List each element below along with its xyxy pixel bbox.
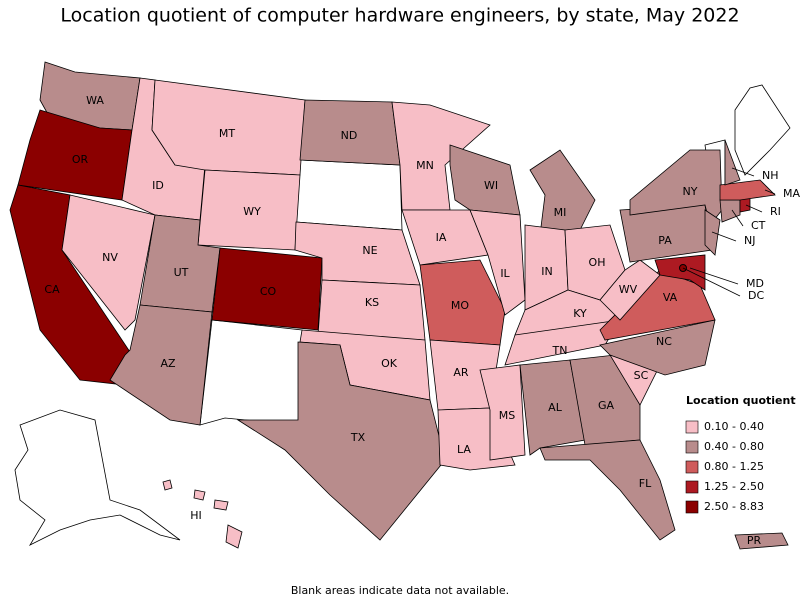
state-label: GA — [598, 399, 615, 412]
state-label: MT — [219, 127, 235, 140]
state-label: OK — [381, 357, 398, 370]
legend-swatch — [685, 480, 699, 494]
state — [469, 209, 526, 316]
state-label: CA — [44, 283, 60, 296]
state-label: FL — [639, 477, 652, 490]
leader-line — [731, 167, 755, 177]
state-label: WY — [243, 205, 261, 218]
legend-label: 0.10 - 0.40 — [704, 420, 764, 433]
state — [519, 359, 586, 456]
state-label: AL — [548, 401, 563, 414]
state-label: RI — [770, 205, 781, 218]
state — [719, 199, 741, 223]
state — [734, 84, 791, 176]
state-label: NV — [102, 251, 118, 264]
state-label: LA — [457, 443, 471, 456]
state-label: SC — [634, 369, 649, 382]
state-label: NE — [362, 244, 377, 257]
state — [236, 341, 446, 541]
state-label: MN — [416, 159, 434, 172]
state — [734, 532, 789, 550]
state — [719, 179, 776, 201]
legend-swatch — [685, 440, 699, 454]
state — [539, 439, 676, 541]
state-label: MD — [746, 277, 764, 290]
state-label: MS — [499, 409, 515, 422]
state-label: PA — [658, 234, 672, 247]
leader-line — [745, 204, 763, 213]
state-label: MA — [783, 187, 800, 200]
legend-swatch — [685, 420, 699, 434]
legend-label: 2.50 - 8.83 — [704, 500, 764, 513]
state-label: IN — [541, 265, 552, 278]
leader-line — [711, 231, 737, 242]
state-label: MO — [451, 299, 469, 312]
state-label: TX — [350, 431, 366, 444]
state-label: HI — [190, 509, 202, 522]
state — [162, 479, 173, 491]
state — [199, 319, 303, 426]
legend-label: 0.40 - 0.80 — [704, 440, 764, 453]
legend-swatch — [685, 500, 699, 514]
state-label: AZ — [160, 357, 176, 370]
state-label: NY — [683, 185, 698, 198]
state-label: WA — [86, 94, 104, 107]
state-label: NC — [656, 335, 672, 348]
map-title: Location quotient of computer hardware e… — [60, 5, 739, 27]
leader-line — [689, 267, 739, 285]
state-label: TN — [552, 344, 568, 357]
state — [14, 409, 181, 546]
state-label: OH — [589, 256, 606, 269]
state-label: MI — [554, 206, 567, 219]
legend-label: 1.25 - 2.50 — [704, 480, 764, 493]
state-label: ND — [341, 129, 358, 142]
state-label: KS — [365, 296, 379, 309]
no-data-states — [14, 84, 791, 546]
states: WA OR CA NV ID MT WY UT CO AZ ND NE KS OK TX MN IA MO AR LA… — [9, 61, 800, 550]
legend: 0.10 - 0.40 0.40 - 0.80 0.80 - 1.25 1.25 - … — [685, 420, 764, 514]
state-label: NJ — [744, 234, 755, 247]
legend-title: Location quotient — [686, 394, 796, 407]
state — [225, 524, 243, 549]
leader-line — [731, 209, 744, 227]
leader-line — [682, 267, 741, 297]
legend-swatch — [685, 460, 699, 474]
state — [569, 354, 641, 446]
state-label: CT — [751, 219, 766, 232]
state — [599, 259, 661, 321]
state-label: IA — [436, 231, 447, 244]
legend-label: 0.80 - 1.25 — [704, 460, 764, 473]
state — [61, 194, 156, 331]
state — [529, 149, 596, 236]
state — [193, 489, 206, 501]
state-label: PR — [747, 534, 762, 547]
state — [109, 304, 213, 426]
state-label: ID — [152, 179, 164, 192]
state — [599, 319, 716, 376]
state-label: KY — [573, 307, 587, 320]
state — [724, 139, 741, 186]
state-label: NH — [762, 169, 779, 182]
state-label: DC — [748, 289, 764, 302]
state-label: IL — [500, 267, 510, 280]
state — [213, 499, 229, 511]
state-label: VA — [663, 291, 678, 304]
state-label: OR — [72, 153, 89, 166]
state-label: WV — [619, 283, 638, 296]
state — [391, 101, 491, 211]
leader-line — [764, 189, 776, 195]
state — [654, 254, 706, 291]
state — [479, 364, 526, 461]
state — [419, 259, 506, 346]
state — [295, 159, 403, 231]
state — [317, 279, 426, 341]
state-label: AR — [453, 366, 469, 379]
state-label: CO — [260, 285, 277, 298]
state-label: UT — [174, 266, 189, 279]
note: Blank areas indicate data not available. — [291, 584, 509, 597]
state-label: WI — [484, 179, 498, 192]
